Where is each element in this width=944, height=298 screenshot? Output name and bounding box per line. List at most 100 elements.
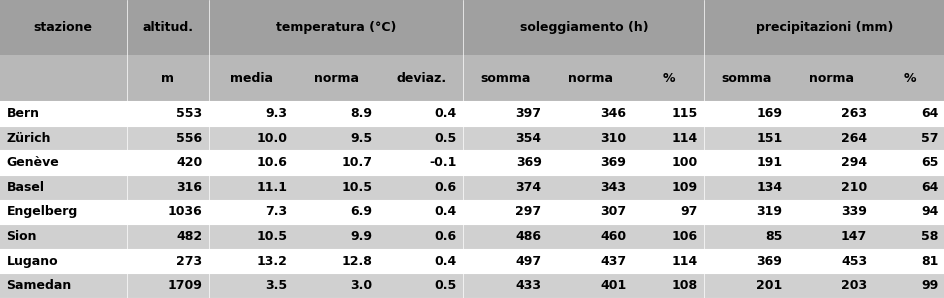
Text: 437: 437 bbox=[599, 254, 626, 268]
Bar bbox=[0, 0, 126, 55]
Bar bbox=[0, 126, 126, 150]
Bar bbox=[632, 175, 703, 200]
Bar bbox=[703, 150, 788, 175]
Text: 151: 151 bbox=[755, 132, 782, 145]
Bar bbox=[873, 126, 944, 150]
Text: 64: 64 bbox=[920, 181, 937, 194]
Text: 7.3: 7.3 bbox=[265, 205, 287, 218]
Text: 10.6: 10.6 bbox=[256, 156, 287, 169]
Text: 316: 316 bbox=[177, 181, 202, 194]
Text: 191: 191 bbox=[755, 156, 782, 169]
Bar bbox=[209, 55, 294, 101]
Text: 310: 310 bbox=[599, 132, 626, 145]
Text: %: % bbox=[662, 72, 674, 85]
Bar bbox=[463, 249, 548, 274]
Bar bbox=[463, 224, 548, 249]
Bar bbox=[294, 249, 379, 274]
Bar bbox=[788, 55, 873, 101]
Bar bbox=[548, 101, 632, 126]
Text: temperatura (°C): temperatura (°C) bbox=[276, 21, 396, 34]
Text: 0.5: 0.5 bbox=[434, 279, 456, 292]
Bar bbox=[632, 55, 703, 101]
Bar bbox=[209, 101, 294, 126]
Text: 497: 497 bbox=[514, 254, 541, 268]
Bar bbox=[209, 249, 294, 274]
Bar bbox=[548, 55, 632, 101]
Bar bbox=[463, 55, 548, 101]
Bar bbox=[703, 200, 788, 224]
Text: 0.6: 0.6 bbox=[434, 230, 456, 243]
Bar bbox=[126, 274, 209, 298]
Text: 147: 147 bbox=[840, 230, 867, 243]
Bar bbox=[0, 274, 126, 298]
Bar bbox=[294, 200, 379, 224]
Text: 486: 486 bbox=[515, 230, 541, 243]
Text: 57: 57 bbox=[919, 132, 937, 145]
Text: 114: 114 bbox=[670, 254, 697, 268]
Text: 94: 94 bbox=[920, 205, 937, 218]
Text: somma: somma bbox=[720, 72, 771, 85]
Bar bbox=[548, 175, 632, 200]
Bar bbox=[873, 200, 944, 224]
Text: Bern: Bern bbox=[7, 107, 40, 120]
Bar bbox=[873, 249, 944, 274]
Bar bbox=[379, 150, 463, 175]
Bar bbox=[463, 200, 548, 224]
Bar bbox=[379, 55, 463, 101]
Bar bbox=[788, 150, 873, 175]
Bar bbox=[788, 274, 873, 298]
Text: 0.5: 0.5 bbox=[434, 132, 456, 145]
Text: 556: 556 bbox=[177, 132, 202, 145]
Text: 0.4: 0.4 bbox=[434, 107, 456, 120]
Text: 12.8: 12.8 bbox=[341, 254, 372, 268]
Bar bbox=[0, 150, 126, 175]
Bar bbox=[209, 175, 294, 200]
Bar bbox=[632, 224, 703, 249]
Bar bbox=[873, 150, 944, 175]
Text: 453: 453 bbox=[840, 254, 867, 268]
Text: 3.5: 3.5 bbox=[265, 279, 287, 292]
Bar bbox=[632, 200, 703, 224]
Text: 9.3: 9.3 bbox=[265, 107, 287, 120]
Bar bbox=[463, 150, 548, 175]
Text: 108: 108 bbox=[671, 279, 697, 292]
Text: 109: 109 bbox=[671, 181, 697, 194]
Bar bbox=[126, 200, 209, 224]
Bar bbox=[0, 200, 126, 224]
Text: Zürich: Zürich bbox=[7, 132, 51, 145]
Text: -0.1: -0.1 bbox=[429, 156, 456, 169]
Text: 13.2: 13.2 bbox=[256, 254, 287, 268]
Bar bbox=[126, 175, 209, 200]
Text: 3.0: 3.0 bbox=[349, 279, 372, 292]
Text: 369: 369 bbox=[756, 254, 782, 268]
Text: 339: 339 bbox=[840, 205, 867, 218]
Bar bbox=[126, 101, 209, 126]
Text: 8.9: 8.9 bbox=[349, 107, 372, 120]
Text: 397: 397 bbox=[515, 107, 541, 120]
Bar bbox=[873, 274, 944, 298]
Text: 203: 203 bbox=[840, 279, 867, 292]
Text: Sion: Sion bbox=[7, 230, 37, 243]
Text: 1036: 1036 bbox=[168, 205, 202, 218]
Text: 115: 115 bbox=[670, 107, 697, 120]
Text: 210: 210 bbox=[840, 181, 867, 194]
Bar bbox=[873, 55, 944, 101]
Bar bbox=[632, 101, 703, 126]
Text: 97: 97 bbox=[680, 205, 697, 218]
Bar bbox=[126, 0, 209, 55]
Text: 420: 420 bbox=[177, 156, 202, 169]
Bar bbox=[209, 150, 294, 175]
Text: 85: 85 bbox=[765, 230, 782, 243]
Text: 10.5: 10.5 bbox=[256, 230, 287, 243]
Bar bbox=[0, 55, 126, 101]
Bar bbox=[294, 224, 379, 249]
Bar bbox=[209, 274, 294, 298]
Text: 114: 114 bbox=[670, 132, 697, 145]
Text: 10.0: 10.0 bbox=[256, 132, 287, 145]
Text: norma: norma bbox=[808, 72, 853, 85]
Bar bbox=[788, 249, 873, 274]
Text: 553: 553 bbox=[177, 107, 202, 120]
Bar bbox=[632, 126, 703, 150]
Bar bbox=[379, 274, 463, 298]
Text: 65: 65 bbox=[920, 156, 937, 169]
